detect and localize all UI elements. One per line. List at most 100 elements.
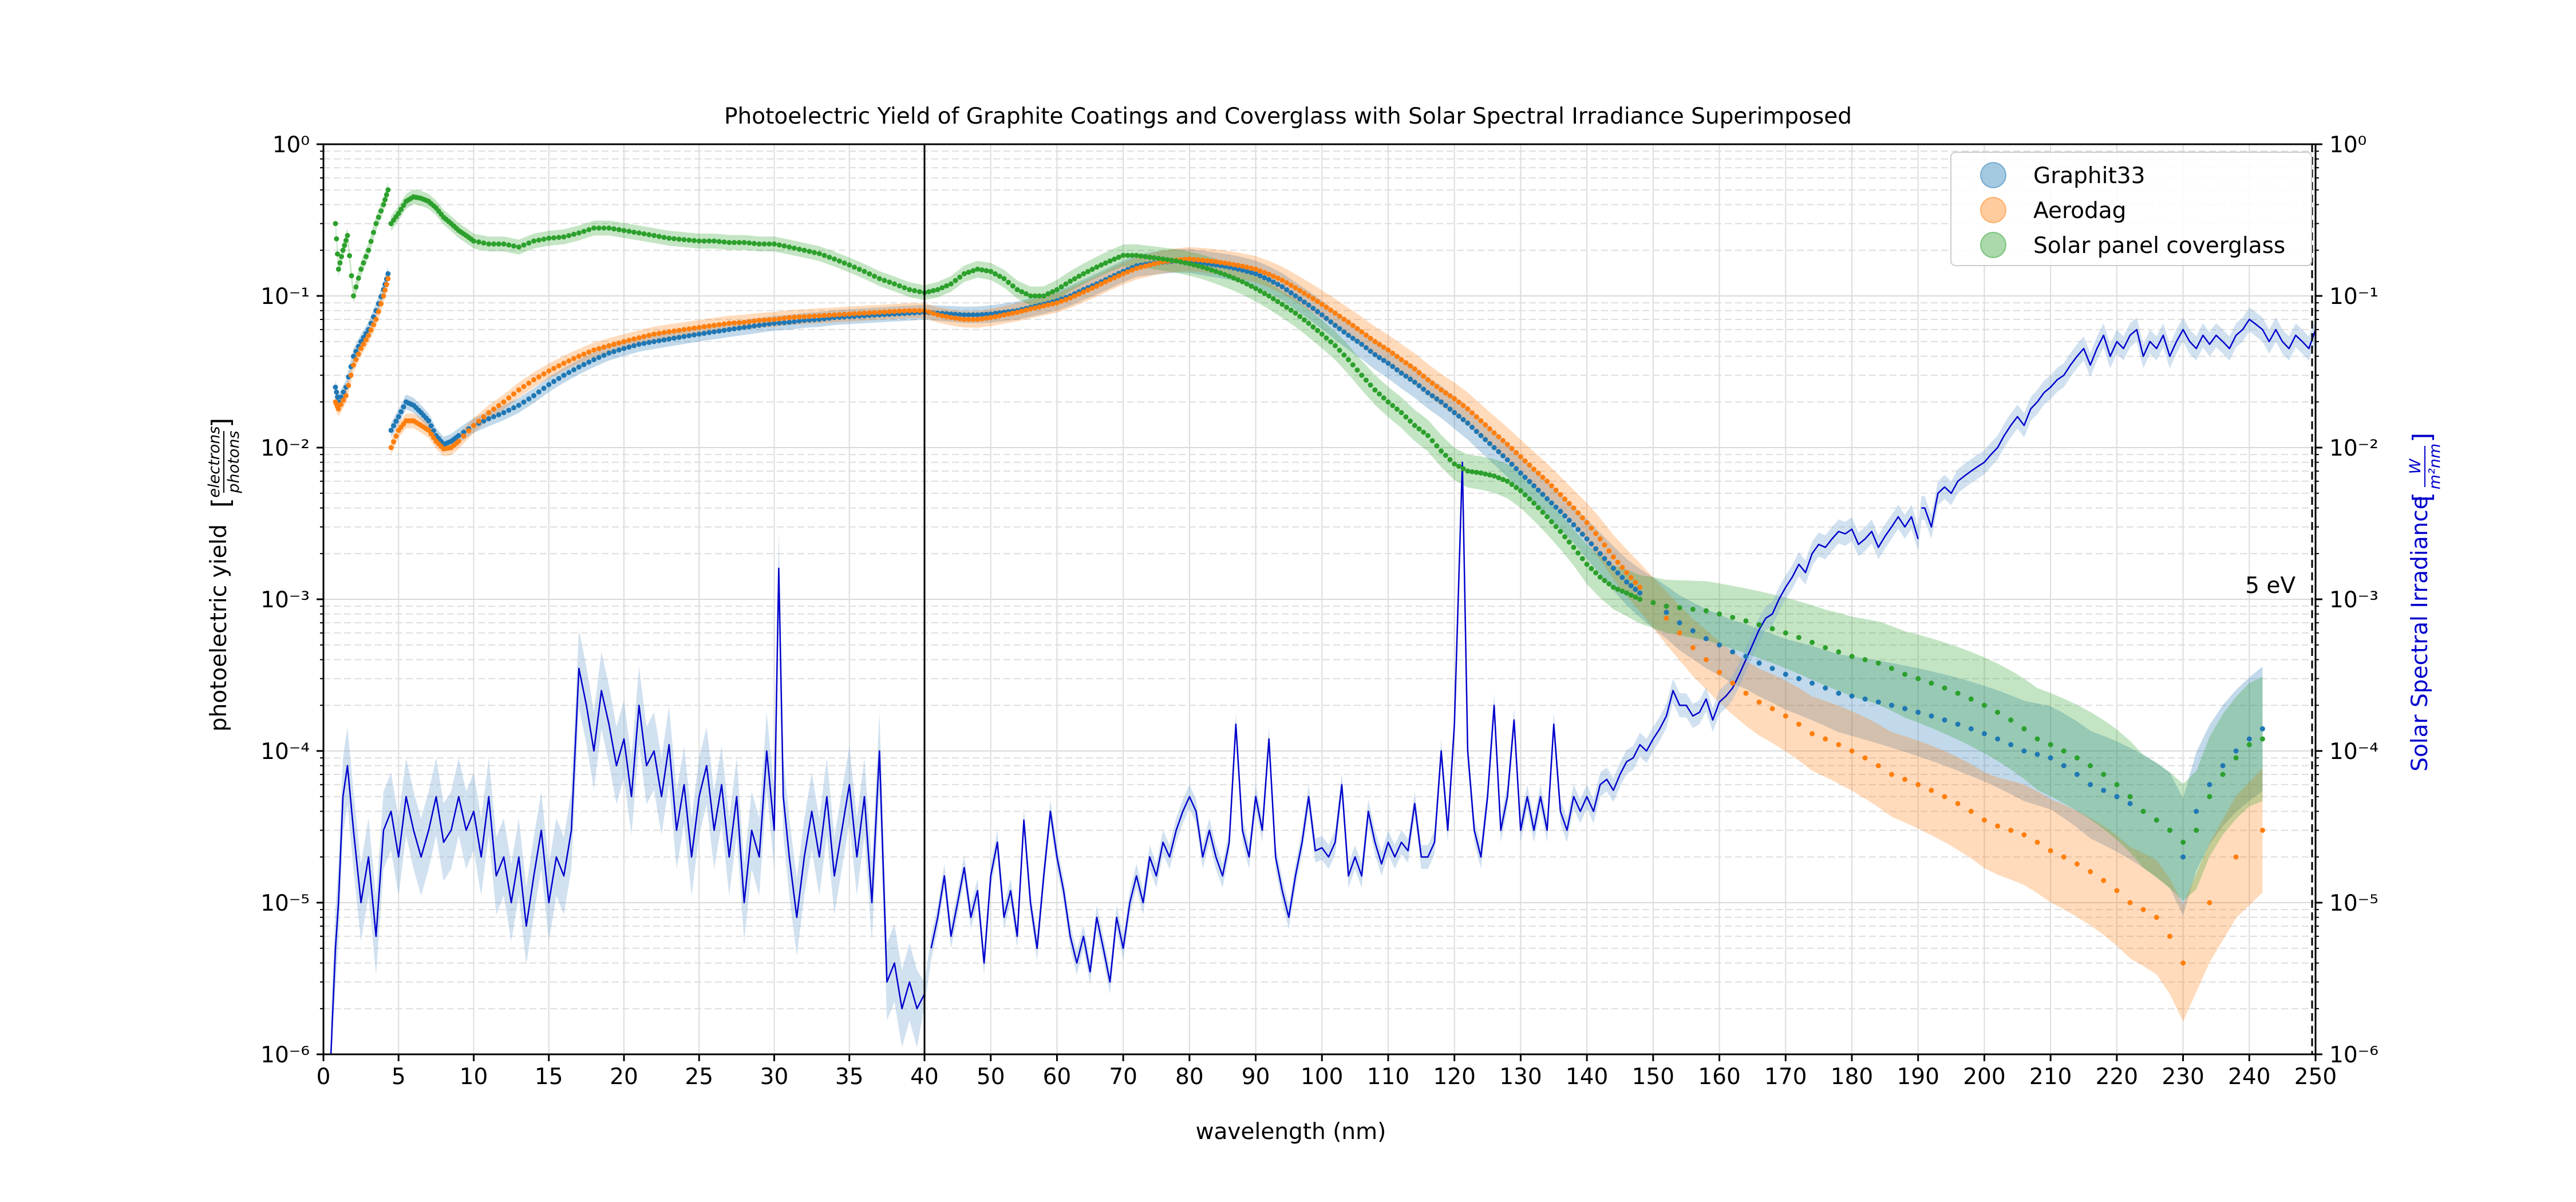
- data-point: [586, 349, 592, 355]
- data-point: [1429, 438, 1435, 444]
- data-point: [398, 409, 404, 414]
- data-point: [631, 336, 637, 342]
- y-tick-label: 10⁻²: [260, 436, 310, 461]
- data-point: [1862, 755, 1868, 761]
- data-point: [902, 285, 907, 291]
- data-point: [787, 319, 792, 325]
- data-point: [378, 208, 384, 213]
- data-point: [2140, 907, 2146, 912]
- data-point: [882, 278, 887, 283]
- data-point: [2061, 854, 2067, 860]
- data-point: [506, 408, 512, 413]
- data-point: [1628, 592, 1634, 598]
- data-point: [1544, 514, 1550, 520]
- data-point: [792, 314, 797, 320]
- data-point: [1584, 520, 1590, 525]
- data-point: [2021, 832, 2027, 837]
- data-point: [656, 330, 662, 336]
- data-point: [716, 239, 722, 244]
- data-point: [1783, 630, 1788, 636]
- data-point: [1301, 317, 1307, 323]
- data-point: [1743, 654, 1749, 659]
- data-point: [681, 237, 687, 243]
- data-point: [1306, 321, 1311, 326]
- data-point: [1447, 393, 1453, 398]
- data-point: [1756, 622, 1762, 627]
- data-point: [892, 281, 897, 287]
- data-point: [486, 416, 492, 422]
- data-point: [541, 236, 547, 242]
- data-point: [1504, 479, 1510, 484]
- data-point: [378, 301, 384, 307]
- data-point: [896, 309, 902, 314]
- data-point: [944, 283, 950, 288]
- data-point: [847, 311, 852, 317]
- right-y-axis-label-numerator: W: [2407, 458, 2424, 474]
- data-point: [1297, 314, 1303, 319]
- data-point: [384, 282, 389, 287]
- data-point: [426, 418, 432, 424]
- data-point: [948, 315, 954, 321]
- data-point: [566, 370, 572, 375]
- data-point: [1293, 293, 1298, 299]
- data-point: [1288, 283, 1294, 288]
- data-point: [2074, 772, 2080, 777]
- data-point: [746, 319, 752, 325]
- data-point: [576, 354, 582, 359]
- data-point: [1270, 279, 1276, 285]
- data-point: [1443, 390, 1448, 396]
- x-tick-label: 150: [1632, 1064, 1674, 1090]
- legend: Graphit33 Aerodag Solar panel coverglass: [1950, 152, 2312, 266]
- data-point: [353, 357, 359, 362]
- data-point: [1628, 575, 1634, 580]
- data-point: [1301, 290, 1307, 296]
- data-point: [752, 240, 757, 246]
- data-point: [686, 326, 692, 331]
- data-point: [746, 324, 752, 330]
- irradiance-line-1: [930, 461, 1919, 983]
- data-point: [536, 389, 542, 395]
- data-point: [1491, 445, 1497, 450]
- data-point: [516, 402, 521, 408]
- data-point: [1054, 287, 1060, 292]
- data-point: [939, 313, 945, 319]
- data-point: [997, 274, 1002, 279]
- data-point: [1500, 453, 1506, 458]
- data-point: [1416, 370, 1422, 375]
- data-point: [948, 281, 954, 287]
- data-point: [966, 317, 971, 322]
- data-point: [1094, 283, 1100, 289]
- data-point: [1001, 276, 1007, 282]
- data-point: [979, 316, 985, 322]
- data-point: [1730, 681, 1736, 686]
- data-point: [1955, 721, 1961, 727]
- data-point: [1332, 322, 1338, 328]
- data-point: [1544, 496, 1550, 501]
- data-point: [2127, 900, 2133, 906]
- data-point: [385, 187, 391, 193]
- data-point: [807, 317, 812, 323]
- data-point: [816, 317, 822, 322]
- data-point: [756, 241, 762, 247]
- data-point: [741, 325, 747, 330]
- data-point: [1315, 327, 1321, 333]
- data-point: [481, 418, 487, 424]
- data-point: [1633, 594, 1638, 600]
- data-point: [671, 328, 677, 334]
- data-point: [2114, 888, 2120, 893]
- data-point: [1085, 287, 1091, 293]
- data-point: [1875, 660, 1881, 666]
- data-point: [351, 293, 356, 299]
- data-point: [401, 404, 406, 410]
- data-point: [732, 320, 737, 326]
- data-point: [1218, 270, 1223, 276]
- data-point: [1610, 554, 1616, 560]
- data-point: [2246, 736, 2252, 742]
- data-point: [706, 323, 712, 329]
- data-point: [666, 235, 672, 241]
- data-point: [1341, 352, 1347, 358]
- data-point: [1469, 469, 1475, 475]
- data-point: [1103, 279, 1108, 284]
- data-point: [1531, 483, 1537, 489]
- data-point: [1443, 403, 1448, 408]
